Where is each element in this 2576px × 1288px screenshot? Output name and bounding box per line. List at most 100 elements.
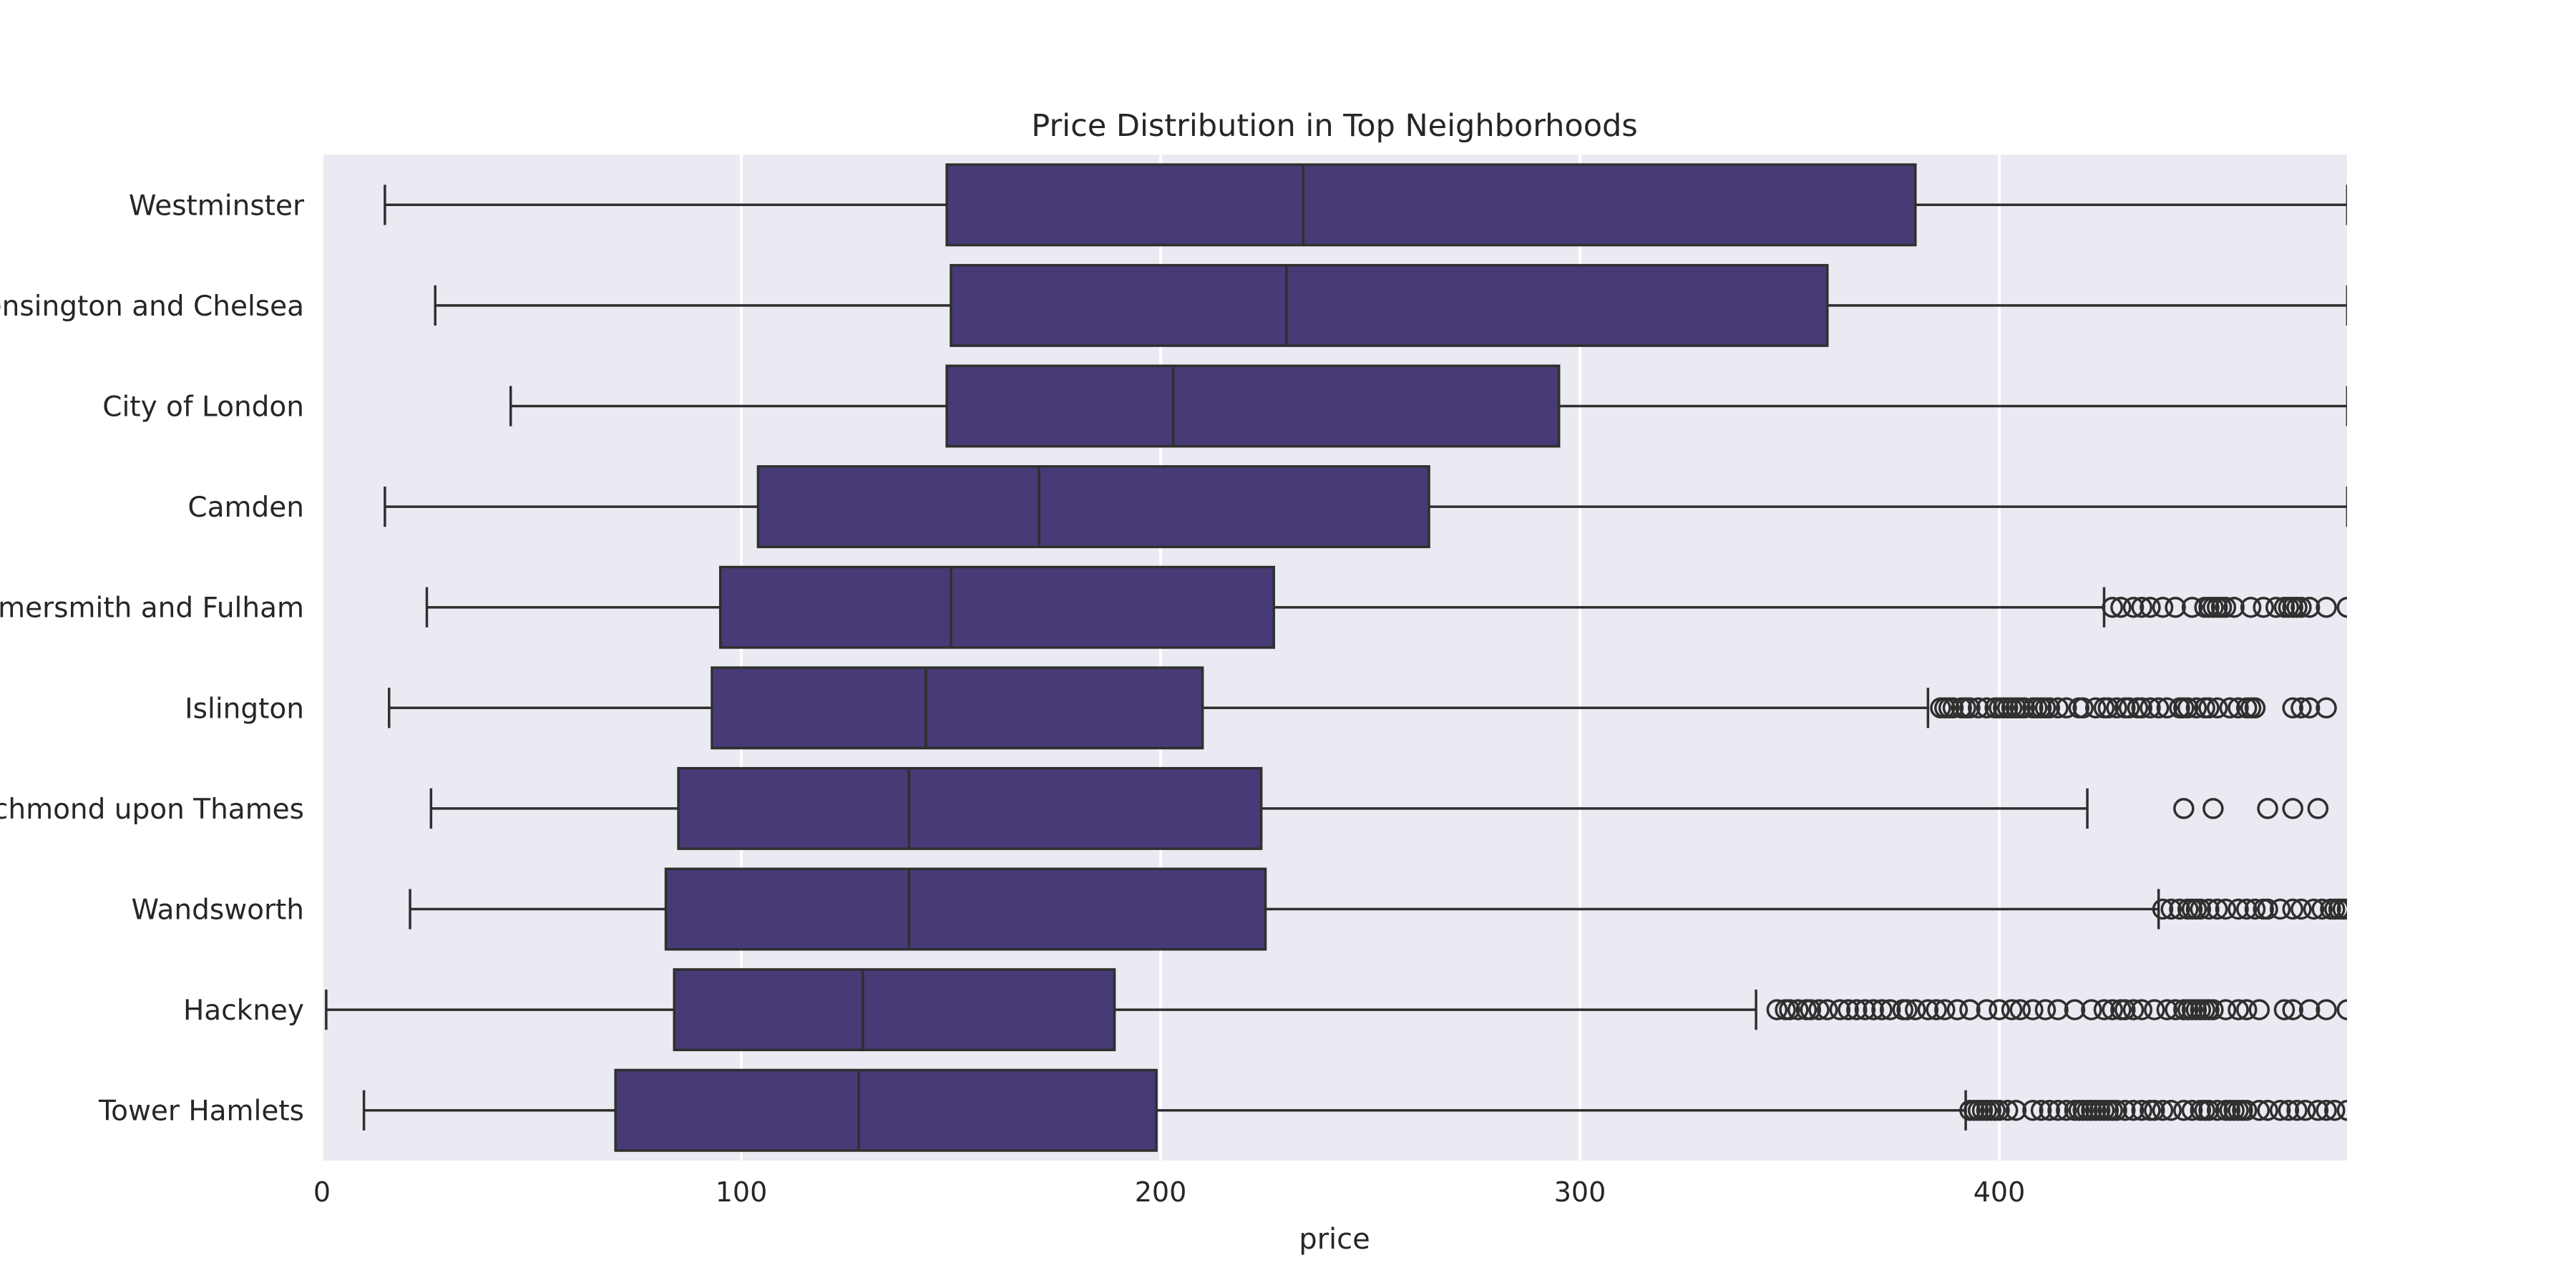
outlier-point [2014,697,2035,719]
outlier-point [2110,596,2132,618]
outlier-point [2228,898,2249,920]
outlier-point [2235,999,2258,1020]
outlier-point [2140,596,2161,618]
outlier-point [2122,999,2145,1020]
outlier-point [2131,999,2152,1020]
outlier-point [2303,898,2325,920]
outlier-point [2177,697,2199,719]
outlier-point [2316,1099,2337,1121]
outlier-point [2122,596,2145,618]
outlier-point [2273,999,2296,1020]
outlier-point [2131,697,2152,719]
outlier-point [2286,1099,2308,1121]
x-tick-label: 200 [1135,1176,1187,1208]
outlier-point [2102,999,2123,1020]
outlier-point [2190,898,2212,920]
outlier-point [2173,798,2195,819]
outlier-point [2097,697,2119,719]
outlier-point [1766,999,1788,1020]
y-tick-label: Islington [185,693,304,725]
box-iqr [677,766,1263,850]
outlier-point [2114,999,2136,1020]
outlier-point [2202,798,2224,819]
outlier-point [2235,1099,2258,1121]
outlier-point [2240,596,2262,618]
outlier-point [2257,798,2278,819]
box-iqr [950,263,1829,347]
box-iqr [673,968,1116,1052]
outlier-point [1863,999,1884,1020]
outlier-point [2152,1099,2174,1121]
outlier-point [2248,1099,2270,1121]
outlier-point [1934,999,1956,1020]
outlier-point [2298,999,2321,1020]
outlier-point [2160,898,2182,920]
outlier-point [2290,898,2312,920]
outlier-point [2156,697,2178,719]
outlier-point [2282,999,2303,1020]
x-axis-tick-labels: 0 100 200 300 400 [313,1176,2025,1208]
outlier-point [2165,999,2186,1020]
outlier-point [2022,999,2044,1020]
outlier-point [2198,898,2220,920]
outlier-point [1905,999,1926,1020]
outlier-point [2282,798,2303,819]
outlier-point [2223,596,2245,618]
outlier-point [2336,999,2347,1020]
outlier-point [2056,697,2077,719]
outlier-point [2152,596,2174,618]
y-tick-label: Tower Hamlets [98,1096,304,1128]
outlier-point [2039,1099,2061,1121]
outlier-point [2316,596,2337,618]
outlier-point [2102,596,2123,618]
outlier-point [2198,697,2220,719]
outlier-point [1838,999,1859,1020]
box-iqr [614,1068,1158,1152]
outlier-point [2278,1099,2300,1121]
outlier-point [2290,697,2312,719]
outlier-point [2307,1099,2329,1121]
x-axis-label: price [1299,1223,1370,1256]
outlier-point [2219,697,2241,719]
outlier-point [2215,999,2237,1020]
outlier-point [2206,697,2228,719]
outlier-point [2152,898,2174,920]
outlier-point [1976,697,1998,719]
outlier-point [2022,1099,2044,1121]
outlier-point [1917,999,1939,1020]
outlier-point [2056,1099,2077,1121]
outlier-point [2228,697,2249,719]
outlier-point [1871,999,1893,1020]
outlier-point [1959,999,1981,1020]
outlier-point [2156,999,2178,1020]
outlier-point [2257,1099,2278,1121]
outlier-point [2228,999,2249,1020]
outlier-point [2316,697,2337,719]
y-tick-label: City of London [102,391,304,424]
box-series [325,163,2347,1152]
outlier-point [2265,596,2287,618]
outlier-point [2131,596,2152,618]
y-tick-label: Camden [187,492,304,524]
outlier-point [2215,596,2237,618]
outlier-point [2160,1099,2182,1121]
outlier-point [2269,898,2291,920]
y-axis-tick-labels: Westminster Kensington and Chelsea City of… [0,190,305,1127]
box-iqr [664,867,1267,951]
box-iqr [711,666,1204,750]
x-tick-label: 0 [313,1176,331,1208]
outlier-point [1996,1099,2019,1121]
outlier-point [2144,999,2165,1020]
outlier-point [1879,999,1901,1020]
x-tick-label: 300 [1554,1176,1606,1208]
outlier-point [2336,596,2347,618]
outlier-point [2307,798,2329,819]
box-iqr [718,565,1275,649]
outlier-point [2290,596,2312,618]
outlier-point [2106,1099,2127,1121]
outlier-point [2248,999,2270,1020]
y-tick-label: Wandsworth [131,894,304,927]
outlier-point [1854,999,1876,1020]
outlier-point [2047,1099,2069,1121]
